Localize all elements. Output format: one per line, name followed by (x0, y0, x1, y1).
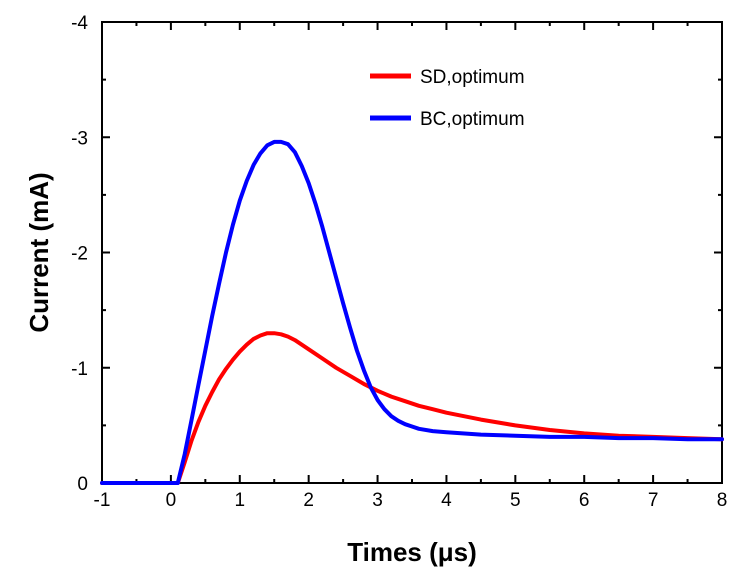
series-line-1 (100, 331, 724, 485)
y-tick-label: -4 (71, 13, 88, 34)
y-tick-label: -3 (71, 128, 88, 149)
x-tick-label: 3 (372, 490, 383, 511)
y-tick-label: -1 (71, 359, 88, 380)
axes: -1 0 1 2 3 4 5 6 7 8 0 -1 -2 -3 -4 (71, 13, 727, 511)
x-tick-label: 1 (234, 490, 245, 511)
x-tick-label: 8 (717, 490, 728, 511)
y-axis-title: Current (mA) (24, 172, 54, 332)
legend: SD,optimum BC,optimum (370, 67, 525, 130)
plot-frame (101, 21, 723, 484)
series-layer (100, 139, 724, 485)
x-tick-label: -1 (94, 490, 111, 511)
x-tick-label: 2 (303, 490, 314, 511)
x-tick-label: 6 (579, 490, 590, 511)
x-tick-label: 7 (648, 490, 659, 511)
series-line-2 (100, 139, 724, 485)
x-tick-label: 0 (166, 490, 177, 511)
x-axis-title: Times (μs) (347, 537, 477, 567)
legend-label: BC,optimum (420, 109, 525, 130)
y-tick-label: 0 (77, 474, 88, 495)
legend-label: SD,optimum (420, 67, 525, 88)
x-tick-label: 4 (441, 490, 452, 511)
x-tick-label: 5 (510, 490, 521, 511)
y-tick-label: -2 (71, 244, 88, 265)
